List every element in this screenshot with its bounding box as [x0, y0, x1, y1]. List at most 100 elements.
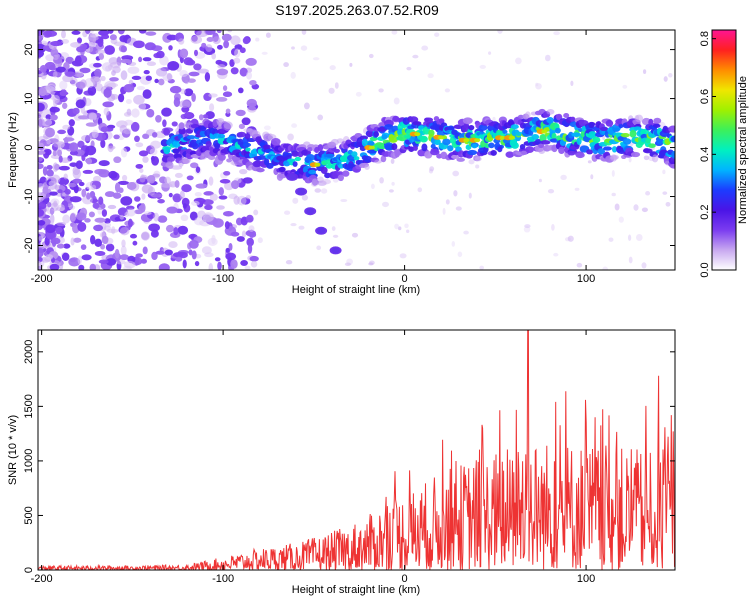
spectrogram-cell — [419, 135, 428, 143]
spectrogram-cell — [93, 62, 102, 68]
spectrogram-cell — [230, 35, 241, 46]
spectrogram-cell — [141, 193, 146, 200]
snr-y-tick-label: 500 — [23, 506, 35, 524]
spectrogram-cell — [390, 158, 395, 164]
spectrogram-cell — [255, 37, 260, 42]
spectrogram-cell — [574, 187, 580, 191]
spectrogram-cell — [94, 217, 106, 223]
spectrogram-cell — [164, 249, 173, 256]
spectrogram-cell — [68, 119, 75, 127]
spectrogram-cell — [160, 139, 169, 147]
spectrogram-cell — [38, 183, 45, 189]
spectrogram-cell — [149, 148, 158, 156]
spectrogram-cell — [406, 229, 410, 234]
spectrogram-cell — [168, 241, 178, 249]
spectrogram-cell — [190, 200, 200, 206]
spectrogram-cell — [105, 243, 115, 252]
spectrogram-cell — [202, 114, 209, 119]
spectrogram-cell — [511, 142, 519, 149]
spectrogram-cell — [153, 212, 160, 222]
spectrogram-cell — [290, 223, 297, 227]
spectrogram-cell — [588, 122, 595, 129]
spectrogram-cell — [393, 97, 400, 105]
spectrogram-cell — [648, 143, 656, 149]
spectrogram-cell — [234, 48, 241, 58]
spectrogram-cell — [208, 263, 214, 270]
spectrogram-cell — [479, 64, 486, 69]
spectrogram-cell — [178, 38, 185, 45]
spectrogram-cell — [76, 46, 87, 53]
spectrogram-cell — [391, 143, 398, 151]
spectrogram-cell — [205, 140, 212, 147]
snr-x-tick-label: -200 — [31, 573, 53, 585]
spectrogram-cell — [608, 237, 614, 242]
spectrogram-cell — [353, 156, 360, 161]
spectrogram-x-tick-label: -200 — [31, 273, 53, 285]
spectrogram-cell — [239, 168, 248, 175]
spectrogram-cell — [333, 148, 340, 153]
spectrogram-cell — [605, 119, 614, 127]
spectrogram-cell — [370, 183, 375, 190]
spectrogram-cell — [312, 57, 320, 61]
spectrogram-cell — [520, 150, 528, 155]
spectrogram-cell — [478, 124, 488, 131]
spectrogram-cell — [92, 175, 102, 182]
snr-x-tick-label: -100 — [212, 573, 234, 585]
spectrogram-cell — [98, 259, 109, 264]
spectrogram-cell — [463, 122, 470, 129]
spectrogram-cell — [178, 122, 185, 130]
spectrogram-cell — [40, 118, 53, 127]
spectrogram-cell — [525, 146, 534, 154]
spectrogram-cell — [238, 123, 245, 130]
spectrogram-cell — [329, 65, 336, 71]
spectrogram-cell — [308, 169, 317, 175]
spectrogram-cell — [456, 157, 465, 162]
spectrogram-cell — [150, 229, 159, 238]
spectrogram-cell — [68, 205, 76, 210]
spectrogram-cell — [80, 244, 87, 250]
spectrogram-cell — [183, 113, 191, 118]
spectrogram-cell — [223, 40, 230, 49]
spectrogram-cell — [228, 242, 233, 251]
spectrogram-cell — [55, 66, 66, 73]
spectrogram-cell — [113, 134, 120, 140]
spectrogram-cell — [444, 88, 451, 93]
spectrogram-cell — [241, 230, 247, 238]
spectrogram-cell — [155, 115, 162, 123]
snr-y-tick-label: 0 — [23, 567, 35, 573]
spectrogram-cell — [505, 151, 515, 158]
spectrogram-cell — [344, 262, 351, 266]
spectrogram-cell — [129, 233, 138, 239]
spectrogram-cell — [74, 55, 82, 66]
spectrogram-cell — [662, 169, 666, 175]
spectrogram-cell — [525, 111, 531, 119]
spectrogram-cell — [152, 131, 158, 138]
spectrogram-cell — [89, 32, 100, 38]
spectrogram-cell — [217, 261, 222, 270]
spectrogram-cell — [652, 123, 661, 128]
spectrogram-cell — [230, 231, 240, 237]
spectrogram-cell — [108, 170, 118, 179]
spectrogram-cell — [88, 211, 95, 218]
spectrogram-cell — [223, 170, 231, 176]
spectrogram-cell — [244, 133, 251, 140]
spectrogram-cell — [317, 144, 324, 152]
spectrogram-cell — [179, 190, 185, 200]
spectrogram-cell — [127, 218, 133, 228]
spectrogram-cell — [492, 116, 496, 122]
spectrogram-cell — [368, 145, 375, 150]
spectrogram-cell — [196, 30, 208, 38]
spectrogram-cell — [324, 153, 335, 158]
spectrogram-cell — [75, 160, 83, 170]
spectrogram-cell — [586, 149, 594, 155]
spectrogram-cell — [225, 247, 230, 253]
spectrogram-cell — [253, 209, 259, 216]
spectrogram-cell — [285, 260, 293, 265]
spectrogram-cell — [133, 40, 145, 49]
spectrogram-cell — [161, 107, 172, 117]
spectrogram-cell — [177, 251, 188, 259]
spectrogram-cell — [132, 240, 138, 246]
spectrogram-cell — [234, 44, 243, 50]
spectrogram-cell — [263, 125, 271, 131]
spectrogram-cell — [43, 45, 50, 50]
